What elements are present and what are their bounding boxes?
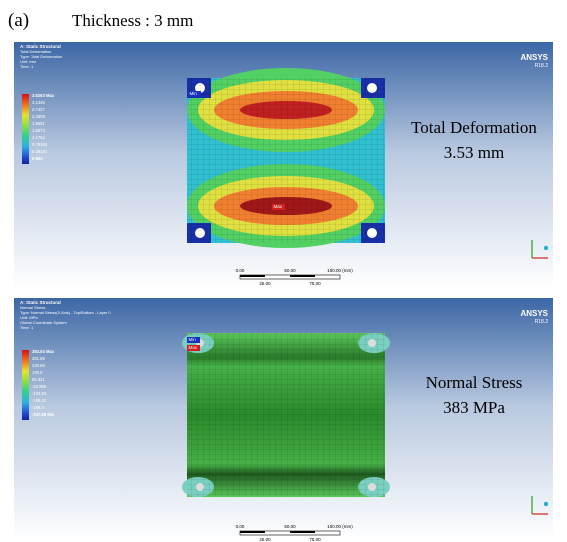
legend-label: 1.1754 <box>32 135 45 140</box>
legend-label: 2.3509 <box>32 114 45 119</box>
legend-label: 3.5263 Max <box>32 93 55 98</box>
legend-label: -185.22 <box>32 398 47 403</box>
scale-bar <box>290 275 315 277</box>
stress-model <box>182 333 390 497</box>
caption: Total Deformation <box>411 118 537 137</box>
info-line: Time: 1 <box>20 64 34 69</box>
scale-label: 75.00 <box>309 281 321 286</box>
legend-label: -347.58 Min <box>32 412 55 417</box>
version: R18.2 <box>535 319 549 325</box>
legend-label: 1.9591 <box>32 121 45 126</box>
legend-label: 58.321 <box>32 377 45 382</box>
figure-label: (a) <box>8 10 29 31</box>
probe-label: Max <box>274 204 283 209</box>
legend-label: 0 Min <box>32 156 43 161</box>
legend-label: 139.5 <box>32 370 43 375</box>
legend-bar <box>22 350 29 420</box>
probe-label: Max <box>189 345 198 350</box>
brand: ANSYS <box>520 309 548 318</box>
figure-title: Thickness : 3 mm <box>72 11 193 30</box>
scale-label: 0.00 <box>236 268 245 273</box>
scale-label: 25.00 <box>259 281 271 286</box>
legend-label: -266.4 <box>32 405 45 410</box>
scale-label: 50.00 <box>284 524 296 529</box>
scale-label: 100.00 (mm) <box>327 524 353 529</box>
scale-label: 100.00 (mm) <box>327 268 353 273</box>
legend-label: 220.68 <box>32 363 45 368</box>
caption: 383 MPa <box>443 398 505 417</box>
legend-bar <box>22 94 29 164</box>
legend-label: 383.04 Max <box>32 349 55 354</box>
scale-label: 75.00 <box>309 537 321 542</box>
probe-label: Min <box>189 337 197 342</box>
legend-label: 0.78363 <box>32 142 48 147</box>
caption: 3.53 mm <box>444 143 504 162</box>
legend-label: 3.1345 <box>32 100 45 105</box>
scale-label: 25.00 <box>259 537 271 542</box>
legend-label: -104.04 <box>32 391 47 396</box>
scale-label: 50.00 <box>284 268 296 273</box>
scale-label: 0.00 <box>236 524 245 529</box>
axis-triad <box>544 246 548 250</box>
legend-label: 301.86 <box>32 356 45 361</box>
info-line: Time: 1 <box>20 325 34 330</box>
brand: ANSYS <box>520 53 548 62</box>
legend-label: 1.5673 <box>32 128 45 133</box>
version: R18.2 <box>535 63 549 69</box>
legend-label: 2.7427 <box>32 107 45 112</box>
scale-bar <box>290 531 315 533</box>
legend-label: 0.39181 <box>32 149 48 154</box>
scale-bar <box>240 275 265 277</box>
legend-label: -22.858 <box>32 384 47 389</box>
caption: Normal Stress <box>426 373 523 392</box>
figure: (a) Thickness : 3 mm A: Static Structura… <box>0 0 567 542</box>
scale-bar <box>240 531 265 533</box>
deformation-model <box>187 68 385 248</box>
probe-label: Min <box>190 91 198 96</box>
axis-triad <box>544 502 548 506</box>
